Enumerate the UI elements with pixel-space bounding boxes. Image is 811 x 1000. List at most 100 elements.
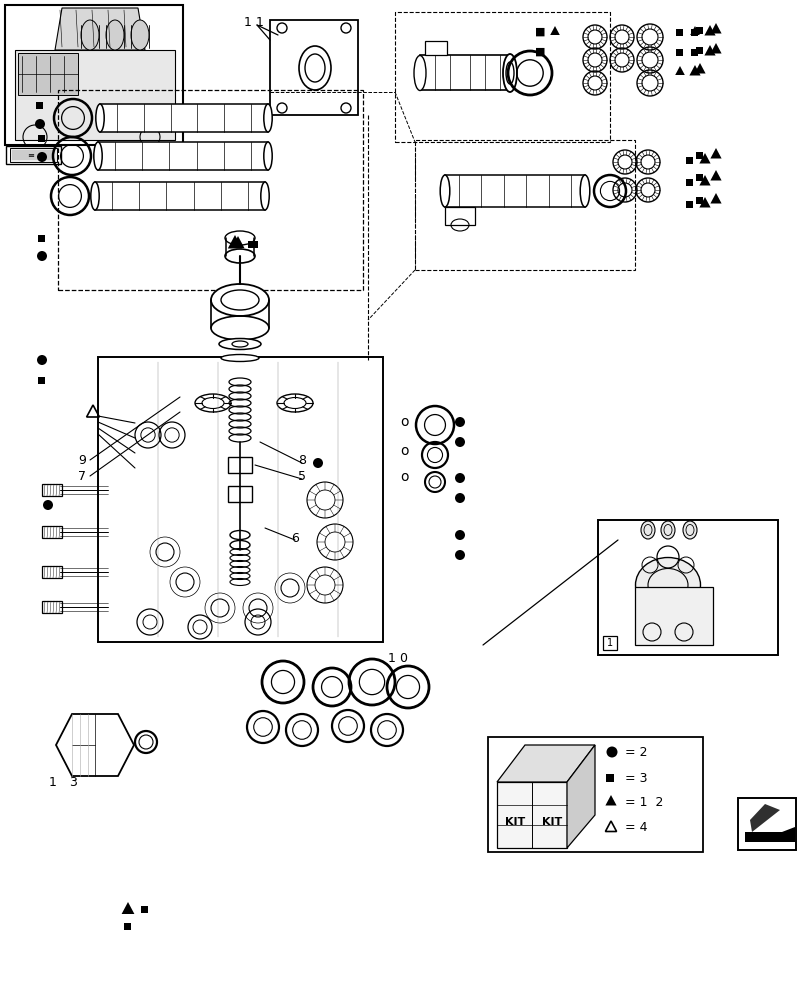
Bar [696, 152, 702, 159]
Bar [605, 774, 613, 782]
Circle shape [37, 355, 47, 365]
Polygon shape [12, 150, 52, 160]
Bar [98, 142, 268, 170]
Text: ■: ■ [534, 47, 544, 57]
Text: 3: 3 [69, 776, 77, 788]
Bar [248, 240, 255, 247]
Bar [98, 357, 383, 642]
Ellipse shape [264, 142, 272, 170]
Polygon shape [605, 795, 616, 805]
Circle shape [454, 437, 465, 447]
Ellipse shape [660, 521, 674, 539]
Bar [685, 179, 693, 186]
Bar [634, 587, 712, 645]
Bar [42, 601, 62, 613]
Circle shape [35, 119, 45, 129]
Bar [676, 49, 683, 56]
Ellipse shape [221, 355, 259, 361]
Bar [685, 201, 693, 208]
Bar [251, 240, 258, 247]
Ellipse shape [260, 182, 269, 210]
Text: 8: 8 [298, 454, 306, 466]
Polygon shape [703, 25, 714, 36]
Bar [58, 90, 363, 290]
Bar [691, 49, 697, 56]
Bar [100, 104, 268, 132]
Bar [6, 146, 61, 164]
Text: 9: 9 [78, 454, 86, 466]
Text: ≡: ≡ [28, 151, 34, 160]
Text: 5: 5 [298, 470, 306, 483]
Polygon shape [710, 170, 721, 181]
Bar [414, 140, 634, 270]
Ellipse shape [211, 284, 268, 316]
Bar [603, 636, 616, 650]
Text: ■: ■ [534, 27, 544, 37]
Text: = 2: = 2 [624, 745, 646, 758]
Text: KIT: KIT [504, 817, 525, 827]
Ellipse shape [640, 521, 654, 539]
Polygon shape [698, 175, 710, 186]
Bar [228, 486, 251, 502]
Bar [737, 798, 795, 850]
Bar [696, 47, 702, 54]
Polygon shape [710, 148, 721, 159]
Polygon shape [496, 745, 594, 782]
Bar [42, 526, 62, 538]
Ellipse shape [96, 104, 104, 132]
Bar [696, 197, 702, 204]
Polygon shape [689, 65, 700, 76]
Bar [691, 29, 697, 36]
Bar [42, 484, 62, 496]
Bar [487, 737, 702, 852]
Polygon shape [122, 902, 135, 914]
Text: KIT: KIT [541, 817, 561, 827]
Ellipse shape [414, 56, 426, 91]
Bar [95, 182, 264, 210]
Bar [676, 29, 683, 36]
Polygon shape [55, 8, 145, 50]
Circle shape [43, 500, 53, 510]
Bar [419, 55, 509, 90]
Polygon shape [15, 50, 175, 140]
Text: 1: 1 [255, 16, 264, 29]
Circle shape [37, 152, 47, 162]
Text: = 1  2: = 1 2 [624, 795, 663, 808]
Ellipse shape [94, 142, 102, 170]
Bar [696, 27, 702, 34]
Polygon shape [228, 235, 242, 248]
Circle shape [312, 458, 323, 468]
Circle shape [37, 251, 47, 261]
Text: 0: 0 [398, 652, 406, 664]
Text: o: o [401, 470, 409, 484]
Bar [696, 174, 702, 181]
Ellipse shape [106, 20, 124, 50]
Bar [444, 175, 584, 207]
Ellipse shape [682, 521, 696, 539]
Bar [597, 520, 777, 655]
Polygon shape [496, 782, 566, 848]
Text: 6: 6 [290, 532, 298, 544]
Text: 1: 1 [606, 638, 612, 648]
Bar [38, 376, 45, 383]
Polygon shape [550, 26, 559, 35]
Ellipse shape [502, 54, 517, 92]
Polygon shape [675, 66, 684, 75]
Polygon shape [744, 832, 787, 842]
Text: = 4: = 4 [624, 821, 646, 834]
Bar [38, 234, 45, 241]
Polygon shape [749, 804, 779, 832]
Bar [5, 5, 182, 145]
Polygon shape [710, 23, 721, 34]
Circle shape [454, 530, 465, 540]
Ellipse shape [91, 182, 99, 210]
Bar [10, 148, 57, 162]
Bar [424, 41, 446, 55]
Polygon shape [693, 63, 705, 74]
Polygon shape [698, 153, 710, 164]
Polygon shape [56, 714, 134, 776]
Polygon shape [710, 193, 721, 204]
Polygon shape [231, 236, 244, 248]
Bar [18, 53, 78, 95]
Text: 1: 1 [388, 652, 396, 664]
